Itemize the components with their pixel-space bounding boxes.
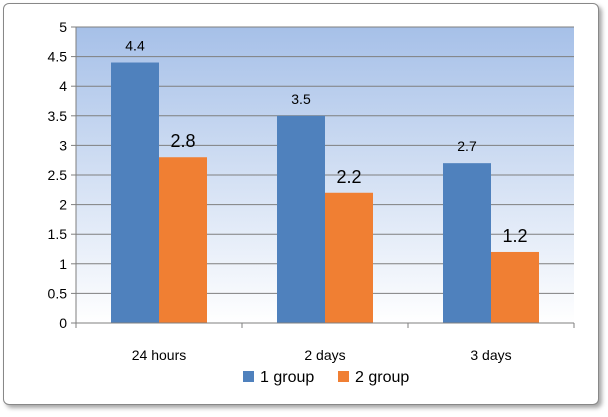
data-label: 1.2: [502, 226, 527, 246]
y-tick-label: 0.5: [48, 285, 68, 301]
data-label: 2.7: [457, 138, 477, 154]
data-label: 3.5: [291, 91, 311, 107]
bar: [325, 192, 373, 323]
legend-item: 1 group: [243, 369, 314, 386]
y-tick-label: 2.5: [48, 167, 68, 183]
bar: [111, 62, 159, 324]
y-tick-label: 4: [59, 78, 67, 94]
y-tick-label: 5: [59, 19, 67, 35]
y-tick-label: 1.5: [48, 226, 68, 242]
bar: [491, 251, 539, 323]
y-tick-label: 2: [59, 197, 67, 213]
legend-label: 1 group: [260, 369, 314, 386]
data-label: 2.8: [170, 131, 195, 151]
y-tick-label: 0: [59, 315, 67, 331]
data-label: 4.4: [125, 38, 145, 54]
legend-item: 2 group: [338, 369, 409, 386]
y-tick-label: 3: [59, 137, 67, 153]
legend-swatch: [338, 371, 349, 382]
data-label: 2.2: [336, 167, 361, 187]
legend-label: 2 group: [355, 369, 409, 386]
x-category-label: 3 days: [470, 347, 511, 363]
y-tick-label: 3.5: [48, 108, 68, 124]
bar: [443, 163, 491, 323]
legend-swatch: [243, 371, 254, 382]
y-tick-label: 1: [59, 256, 67, 272]
y-tick-label: 4.5: [48, 49, 68, 65]
bar: [159, 157, 207, 323]
x-category-label: 2 days: [304, 347, 345, 363]
x-category-label: 24 hours: [132, 347, 186, 363]
bar: [277, 115, 325, 323]
